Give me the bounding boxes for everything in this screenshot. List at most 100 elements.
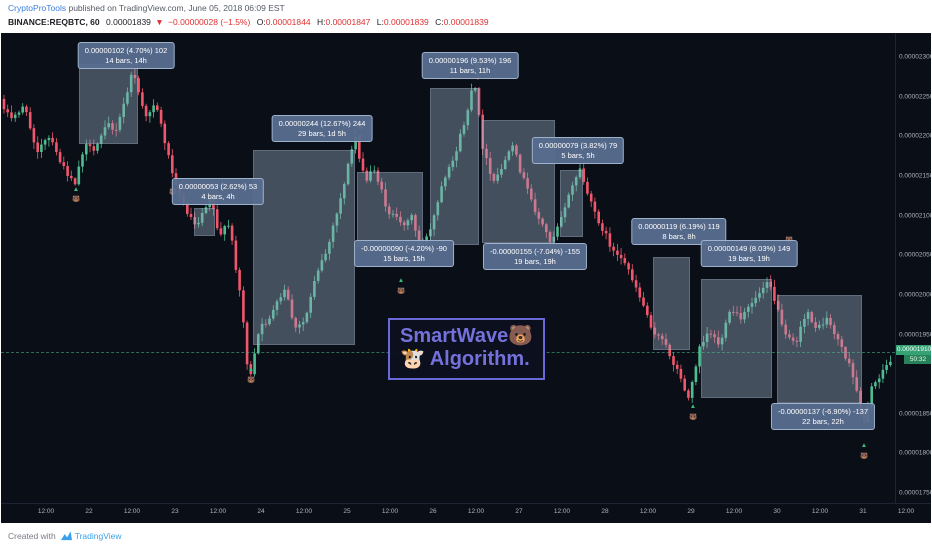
bull-arrow-icon: ▲ [689, 402, 697, 410]
price-tick: 0.00001850 [899, 410, 931, 418]
time-axis[interactable]: 12:00 22 12:00 23 12:00 24 12:00 25 12:00 26 12:00… [1, 503, 931, 523]
wave-box-7[interactable] [560, 170, 583, 237]
wave-measure-text: -0.00000090 (-4.20%) -90 [361, 244, 447, 253]
change-arrow-icon: ▼ [155, 17, 164, 27]
wave-duration-text: 22 bars, 22h [802, 416, 844, 426]
wave-measure-text: 0.00000053 (2.62%) 53 [178, 182, 258, 191]
time-tick: 26 [429, 508, 437, 515]
author-link[interactable]: CryptoProTools [8, 3, 67, 13]
time-tick: 12:00 [897, 508, 915, 515]
created-with-text: Created with [8, 531, 56, 541]
high-label: H: [316, 17, 326, 27]
wave-measure-text: 0.00000119 (6.19%) 119 [638, 222, 720, 231]
wave-duration-text: 29 bars, 1d 5h [298, 128, 346, 138]
time-tick: 12:00 [209, 508, 227, 515]
time-tick: 12:00 [553, 508, 571, 515]
wave-label-7[interactable]: 0.00000079 (3.82%) 79 5 bars, 5h [531, 137, 625, 164]
wave-label-9[interactable]: 0.00000149 (8.03%) 149 19 bars, 19h [700, 240, 798, 267]
wave-box-4[interactable] [357, 172, 423, 247]
bull-arrow-icon: ▲ [247, 365, 255, 373]
low-value: 0.00001839 [383, 17, 429, 27]
close-value: 0.00001839 [443, 17, 489, 27]
time-tick: 12:00 [123, 508, 141, 515]
wave-label-6[interactable]: -0.00000155 (-7.04%) -155 19 bars, 19h [482, 243, 588, 270]
price-tick: 0.00002200 [899, 132, 931, 140]
bear-face-icon: 🐻 [859, 452, 869, 460]
time-tick: 23 [171, 508, 179, 515]
open-value: 0.00001844 [265, 17, 311, 27]
bull-arrow-icon: ▲ [860, 441, 868, 449]
symbol-name: BINANCE:REQBTC, 60 [8, 17, 100, 27]
time-tick: 31 [859, 508, 867, 515]
time-tick: 12:00 [725, 508, 743, 515]
bull-arrow-icon: ▲ [397, 276, 405, 284]
footer-credit: Created with TradingView [8, 530, 122, 541]
wave-box-9[interactable] [701, 279, 772, 398]
snapshot-header: CryptoProTools published on TradingView.… [0, 0, 932, 33]
price-tick: 0.00002300 [899, 53, 931, 61]
tradingview-logo-icon [60, 531, 72, 541]
wave-measure-text: 0.00000196 (9.53%) 196 [428, 56, 512, 65]
price-tick: 0.00001800 [899, 449, 931, 457]
high-value: 0.00001847 [325, 17, 371, 27]
bear-face-icon: 🐻 [396, 287, 406, 295]
bull-arrow-icon: ▲ [72, 185, 80, 193]
wave-duration-text: 19 bars, 19h [514, 256, 556, 266]
tradingview-link[interactable]: TradingView [74, 531, 122, 541]
wave-duration-text: 5 bars, 5h [561, 150, 595, 160]
wave-duration-text: 11 bars, 11h [449, 65, 491, 75]
wave-box-5[interactable] [430, 88, 479, 245]
price-tick: 0.00001950 [899, 331, 931, 339]
price-tick: 0.00002150 [899, 172, 931, 180]
time-tick: 12:00 [295, 508, 313, 515]
price-tick: 0.00002250 [899, 93, 931, 101]
candlestick-series [2, 68, 892, 424]
wave-label-4[interactable]: -0.00000090 (-4.20%) -90 15 bars, 15h [354, 240, 454, 267]
publish-text: published on TradingView.com, June 05, 2… [66, 3, 285, 13]
wave-label-1[interactable]: 0.00000102 (4.70%) 102 14 bars, 14h [77, 42, 175, 69]
bear-face-icon: 🐻 [71, 195, 81, 203]
snapshot-footer: Created with TradingView [0, 523, 932, 550]
time-tick: 22 [85, 508, 93, 515]
price-change: −0.00000028 (−1.5%) [168, 17, 251, 27]
wave-box-2[interactable] [194, 208, 215, 236]
time-tick: 25 [343, 508, 351, 515]
price-axis[interactable]: 0.00001910 50:32 0.00002300 0.00002250 0.0… [895, 33, 931, 503]
wave-box-10[interactable] [777, 295, 862, 403]
wave-label-2[interactable]: 0.00000053 (2.62%) 53 4 bars, 4h [171, 178, 265, 205]
bear-face-icon: 🐻 [688, 413, 698, 421]
wave-box-1[interactable] [79, 64, 138, 144]
wave-duration-text: 19 bars, 19h [728, 253, 770, 263]
bar-countdown: 50:32 [904, 355, 931, 364]
price-tick: 0.00002050 [899, 251, 931, 259]
wave-measure-text: 0.00000079 (3.82%) 79 [538, 141, 618, 150]
time-tick: 24 [257, 508, 265, 515]
wave-label-10[interactable]: -0.00000137 (-6.90%) -137 22 bars, 22h [770, 403, 876, 430]
time-tick: 12:00 [811, 508, 829, 515]
bear-face-icon: 🐻 [246, 376, 256, 384]
wave-duration-text: 8 bars, 8h [662, 231, 696, 241]
time-tick: 28 [601, 508, 609, 515]
price-tick: 0.00001750 [899, 489, 931, 497]
wave-box-8[interactable] [653, 257, 690, 350]
wave-duration-text: 15 bars, 15h [383, 253, 425, 263]
wave-duration-text: 14 bars, 14h [105, 55, 147, 65]
close-label: C: [435, 17, 444, 27]
time-tick: 29 [687, 508, 695, 515]
time-tick: 12:00 [639, 508, 657, 515]
wave-measure-text: 0.00000244 (12.67%) 244 [278, 119, 366, 128]
time-tick: 12:00 [467, 508, 485, 515]
price-tick: 0.00002000 [899, 291, 931, 299]
open-label: O: [256, 17, 266, 27]
wave-label-3[interactable]: 0.00000244 (12.67%) 244 29 bars, 1d 5h [271, 115, 373, 142]
chart-area[interactable]: ▲🐻🐻▲🐻🐻▼▲🐻🐻▼▲🐻▲🐻🐻▼▲🐻 0.00000102 (4.70%) 1… [1, 33, 931, 523]
time-tick: 12:00 [37, 508, 55, 515]
wave-measure-text: 0.00000149 (8.03%) 149 [707, 244, 791, 253]
wave-duration-text: 4 bars, 4h [201, 191, 235, 201]
wave-label-5[interactable]: 0.00000196 (9.53%) 196 11 bars, 11h [421, 52, 519, 79]
wave-measure-text: 0.00000102 (4.70%) 102 [84, 46, 168, 55]
wave-box-3[interactable] [253, 150, 355, 345]
last-price: 0.00001839 [106, 17, 151, 27]
symbol-line: BINANCE:REQBTC, 60 0.00001839 ▼ −0.00000… [8, 17, 489, 27]
